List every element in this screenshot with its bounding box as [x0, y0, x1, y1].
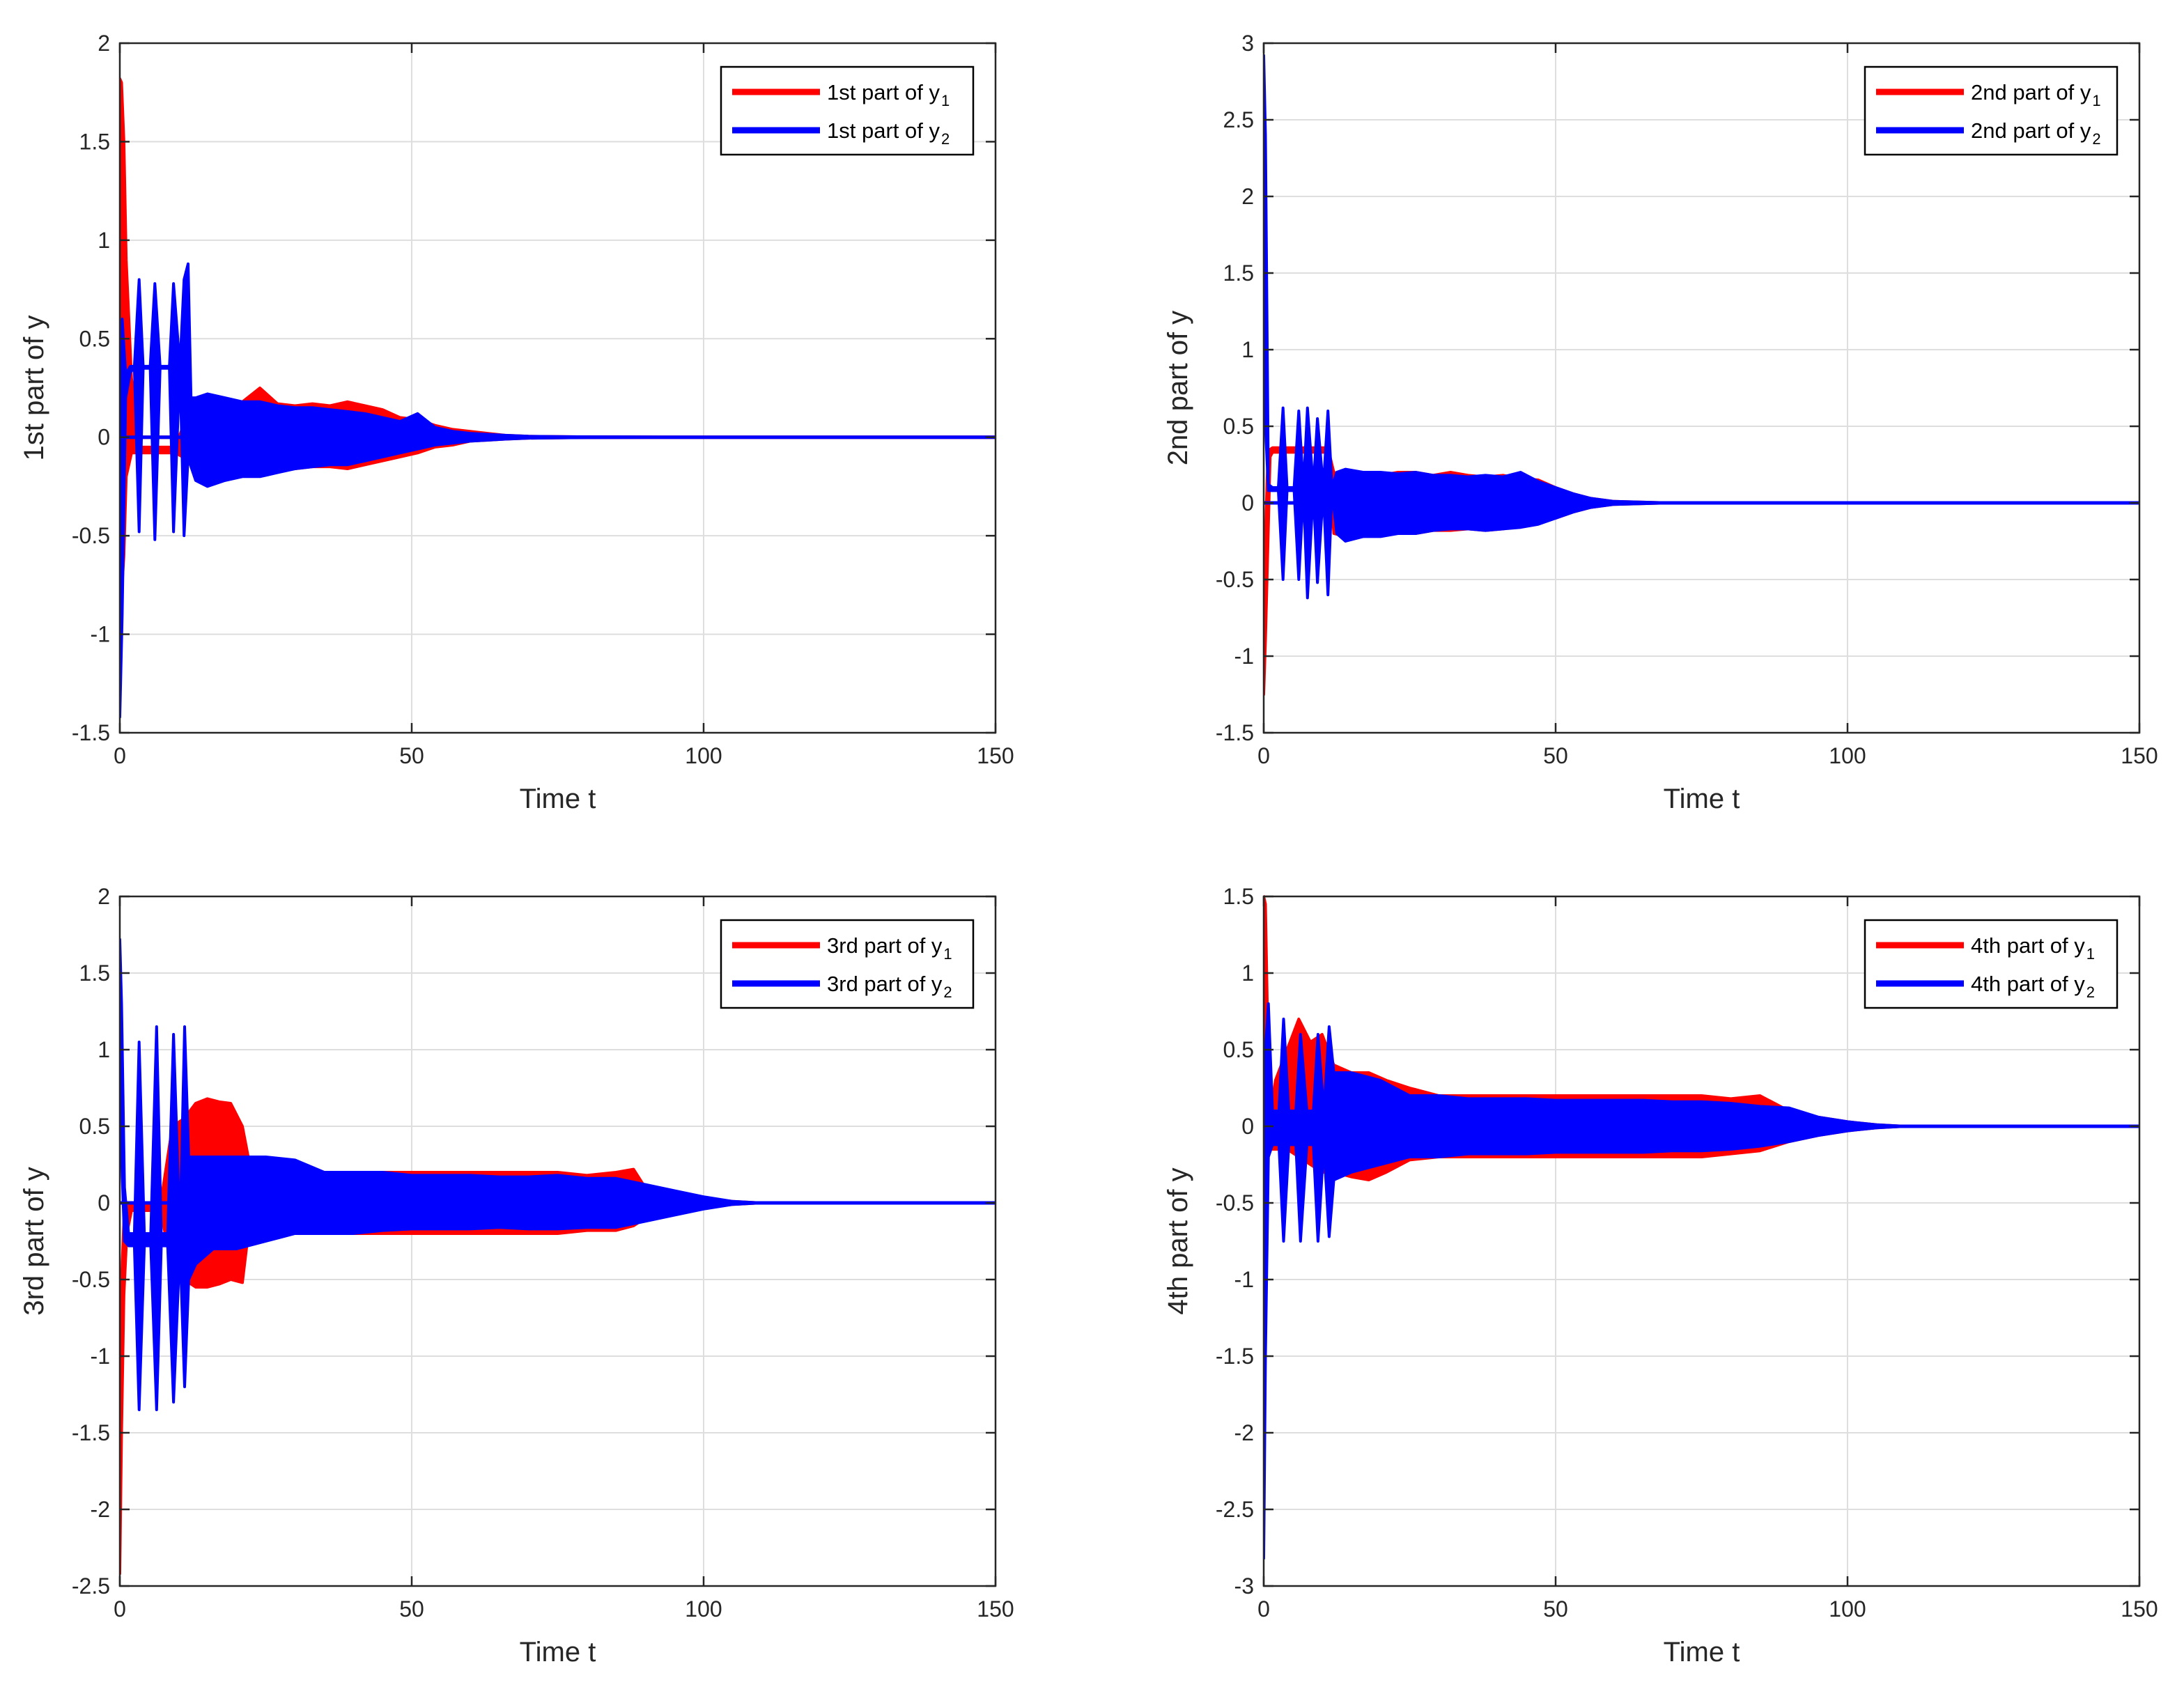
y-tick-label: 1.5 — [79, 961, 110, 986]
y-tick-label: -1 — [91, 622, 110, 647]
y-tick-label: -0.5 — [1216, 1190, 1254, 1215]
legend-label-2: 1st part of y2 — [827, 118, 950, 148]
y-tick-label: 0 — [98, 1190, 110, 1215]
y-tick-label: 1.5 — [1223, 884, 1254, 909]
series-layer — [120, 938, 996, 1576]
y-tick-label: 0 — [1241, 490, 1254, 515]
x-tick-label: 100 — [1829, 743, 1866, 768]
x-tick-label: 50 — [1543, 1596, 1568, 1622]
y-tick-label: -2.5 — [1216, 1497, 1254, 1522]
x-tick-label: 0 — [1257, 1596, 1270, 1622]
y-tick-label: -0.5 — [72, 523, 110, 548]
legend: 4th part of y1 4th part of y2 — [1864, 919, 2119, 1009]
y-axis-label: 2nd part of y — [1163, 311, 1193, 465]
y-tick-label: 0.5 — [1223, 414, 1254, 439]
x-tick-label: 100 — [685, 1596, 722, 1622]
y-tick-label: 0 — [1241, 1114, 1254, 1139]
x-tick-label: 150 — [2121, 743, 2158, 768]
y-tick-label: 1 — [98, 228, 110, 253]
legend: 3rd part of y1 3rd part of y2 — [720, 919, 975, 1009]
y-tick-label: 1 — [1241, 337, 1254, 362]
y-tick-label: 1 — [98, 1037, 110, 1062]
legend: 2nd part of y1 2nd part of y2 — [1864, 65, 2119, 156]
y-tick-label: -1.5 — [1216, 1344, 1254, 1369]
y-axis-label: 3rd part of y — [19, 1167, 49, 1315]
y-tick-label: -0.5 — [72, 1267, 110, 1292]
x-axis-label: Time t — [1664, 784, 1740, 814]
legend-box — [720, 65, 975, 156]
series-layer — [120, 77, 996, 719]
y-tick-label: 1 — [1241, 961, 1254, 986]
y-tick-label: 1.5 — [79, 129, 110, 154]
legend-box — [720, 919, 975, 1009]
y-tick-label: -1.5 — [72, 720, 110, 745]
y-tick-label: -2 — [91, 1497, 110, 1522]
y-tick-label: -1 — [91, 1344, 110, 1369]
x-tick-label: 0 — [114, 1596, 126, 1622]
y-tick-label: -2.5 — [72, 1573, 110, 1599]
y-tick-label: 0.5 — [79, 326, 110, 351]
y-tick-label: -1.5 — [72, 1420, 110, 1445]
x-tick-label: 150 — [2121, 1596, 2158, 1622]
y-tick-label: 3 — [1241, 31, 1254, 56]
series-layer — [1264, 54, 2139, 696]
axes-box — [1262, 42, 2141, 734]
legend: 1st part of y1 1st part of y2 — [720, 65, 975, 156]
y-tick-label: 2.5 — [1223, 107, 1254, 132]
chart-panel-1: 0 50 100 150 -1.5 -1 -0.5 0 0.5 1 1.5 2 Time t 1st pa… — [19, 31, 1014, 814]
x-tick-label: 50 — [399, 1596, 424, 1622]
legend-label-1: 3rd part of y1 — [827, 933, 952, 963]
x-tick-label: 0 — [1257, 743, 1270, 768]
x-tick-label: 50 — [1543, 743, 1568, 768]
x-tick-label: 50 — [399, 743, 424, 768]
series-layer — [1264, 895, 2139, 1560]
x-tick-label: 150 — [977, 743, 1014, 768]
y-tick-label: -1 — [1234, 644, 1254, 669]
y-tick-label: -0.5 — [1216, 567, 1254, 592]
y-tick-label: -2 — [1234, 1420, 1254, 1445]
legend-label-2: 3rd part of y2 — [827, 972, 952, 1001]
legend-label-1: 4th part of y1 — [1971, 933, 2095, 963]
chart-panel-3: 0 50 100 150 -2.5 -2 -1.5 -1 -0.5 0 0.5 1 1.5 2 Time t… — [19, 884, 1014, 1667]
y-tick-label: 2 — [1241, 184, 1254, 209]
x-tick-label: 100 — [685, 743, 722, 768]
y-tick-label: 0 — [98, 425, 110, 450]
legend-label-2: 4th part of y2 — [1971, 972, 2095, 1001]
plot-area — [1264, 43, 2139, 733]
y-tick-label: 0.5 — [79, 1114, 110, 1139]
axes-box — [118, 42, 997, 734]
y-tick-label: 0.5 — [1223, 1037, 1254, 1062]
y-tick-label: 2 — [98, 31, 110, 56]
axes-box — [1262, 895, 2141, 1587]
y-tick-label: -1 — [1234, 1267, 1254, 1292]
chart-panel-2: 0 50 100 150 -1.5 -1 -0.5 0 0.5 1 1.5 2 2.5 3 Time t 2n… — [1163, 31, 2158, 814]
legend-label-2: 2nd part of y2 — [1971, 118, 2101, 148]
y-axis-label: 4th part of y — [1163, 1167, 1193, 1314]
plot-area — [1264, 896, 2139, 1586]
x-tick-label: 150 — [977, 1596, 1014, 1622]
legend-label-1: 1st part of y1 — [827, 80, 950, 109]
y-tick-label: -3 — [1234, 1573, 1254, 1599]
x-tick-label: 100 — [1829, 1596, 1866, 1622]
legend-box — [1864, 919, 2119, 1009]
plot-area — [120, 43, 996, 733]
x-tick-label: 0 — [114, 743, 126, 768]
y-axis-label: 1st part of y — [19, 316, 49, 461]
y-tick-label: 2 — [98, 884, 110, 909]
x-axis-label: Time t — [520, 1637, 596, 1667]
legend-label-1: 2nd part of y1 — [1971, 80, 2101, 109]
y-tick-label: 1.5 — [1223, 261, 1254, 286]
legend-box — [1864, 65, 2119, 156]
x-axis-label: Time t — [520, 784, 596, 814]
y-tick-label: -1.5 — [1216, 720, 1254, 745]
x-axis-label: Time t — [1664, 1637, 1740, 1667]
axes-box — [118, 895, 997, 1587]
chart-panel-4: 0 50 100 150 -3 -2.5 -2 -1.5 -1 -0.5 0 0.5 1 1.5 Time … — [1163, 884, 2158, 1667]
